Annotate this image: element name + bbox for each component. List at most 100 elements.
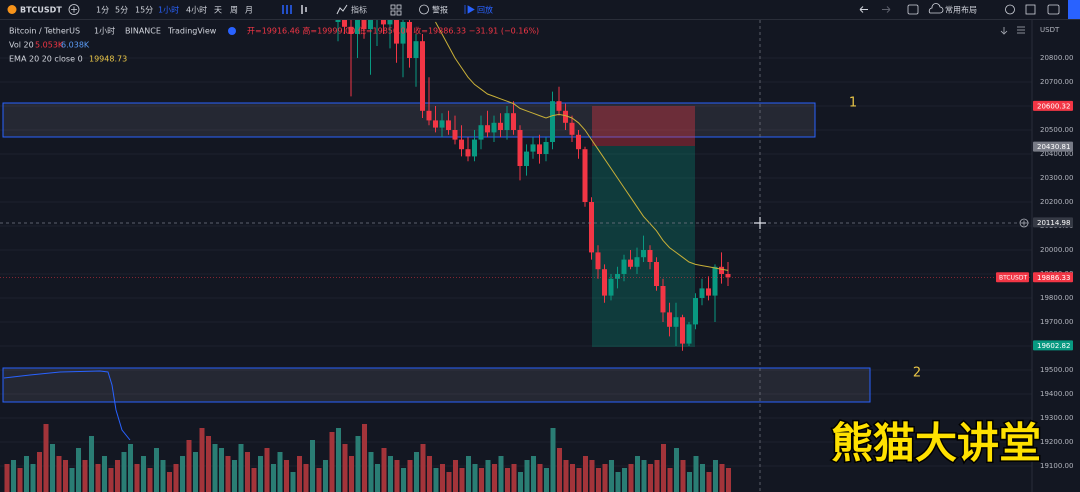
volume-bar <box>570 464 575 492</box>
legend-volume-ma: 6.038K <box>61 41 90 50</box>
stop-zone[interactable] <box>592 106 695 146</box>
y-tick-label: 19800.00 <box>1040 294 1073 302</box>
volume-bar <box>206 436 211 492</box>
fullscreen[interactable] <box>1025 4 1036 15</box>
candle-body <box>569 122 575 135</box>
chart-type[interactable] <box>282 5 292 14</box>
add-button[interactable] <box>1019 218 1029 228</box>
volume-bar <box>134 464 140 492</box>
volume-bar <box>589 460 595 492</box>
y-tick-label: 20500.00 <box>1040 126 1073 134</box>
compare-button[interactable] <box>68 4 80 15</box>
layout-button[interactable]: 常用布局 <box>945 5 977 15</box>
volume-bar <box>726 468 731 492</box>
volume-bar <box>297 456 302 492</box>
volume-bar <box>466 456 471 492</box>
candle-body <box>680 317 685 344</box>
candle-body <box>712 266 718 296</box>
volume-bar <box>498 456 504 492</box>
candle-body <box>478 125 484 140</box>
replay-button[interactable]: 回放 <box>477 5 493 15</box>
candle-body <box>589 201 594 253</box>
zone-box[interactable] <box>2 367 871 403</box>
volume-bar <box>407 460 413 492</box>
volume-bar <box>219 448 224 492</box>
redo[interactable] <box>882 6 891 13</box>
volume-bar <box>576 468 582 492</box>
icon[interactable] <box>1000 27 1008 35</box>
add-icon <box>1021 220 1027 226</box>
volume-bar <box>128 444 133 492</box>
y-tick-label: 20800.00 <box>1040 54 1073 62</box>
y-tick-label: 20000.00 <box>1040 246 1073 254</box>
volume-bar <box>193 452 198 492</box>
volume-bar <box>563 460 569 492</box>
y-tick-label: 20300.00 <box>1040 174 1073 182</box>
volume-bar <box>440 464 445 492</box>
layout-icon[interactable] <box>907 4 919 15</box>
volume-bar <box>680 460 686 492</box>
volume-bar <box>245 452 250 492</box>
interval-button[interactable]: 1小时 <box>158 5 179 15</box>
interval-button[interactable]: 4小时 <box>186 5 207 15</box>
volume-bar <box>284 460 289 492</box>
legend-ema-value: 19948.73 <box>89 55 127 64</box>
snapshot[interactable] <box>1047 4 1060 15</box>
volume-bar <box>4 464 10 492</box>
volume-bar <box>414 452 419 492</box>
candle-body <box>420 41 425 111</box>
indicators-button[interactable]: 指标 <box>351 5 367 15</box>
interval-button[interactable]: 周 <box>230 6 238 15</box>
volume-bar <box>518 472 523 492</box>
volume-bar <box>264 448 270 492</box>
intervals: 1分 5分 15分 1小时 4小时天周月 <box>96 5 253 15</box>
icon[interactable] <box>1017 26 1025 34</box>
interval-button[interactable]: 5分 <box>115 6 128 15</box>
candle-body <box>394 20 399 44</box>
candle-body <box>485 125 490 133</box>
axis-unit[interactable]: USDT <box>1040 26 1060 34</box>
zone-box[interactable] <box>2 102 816 138</box>
toolbar <box>0 0 1080 19</box>
volume-bar <box>17 468 23 492</box>
legend-ema: EMA 20 20 close 0 <box>9 55 83 64</box>
icon <box>390 10 396 16</box>
symbol[interactable]: BTCUSDT <box>20 6 62 15</box>
publish-button[interactable] <box>1068 0 1080 19</box>
candle-body <box>459 139 464 150</box>
y-tick-label: 19400.00 <box>1040 390 1073 398</box>
candle-body <box>524 151 529 166</box>
alerts-button[interactable]: 警报 <box>432 5 448 15</box>
candle-body <box>387 20 393 25</box>
volume-bar <box>641 460 647 492</box>
symbol-icon <box>7 5 17 14</box>
legend-ohlc: 开=19916.46 高=19999.00 低=19850.00 收=19886… <box>247 26 539 36</box>
candle-body <box>498 122 503 130</box>
legend-title: Bitcoin / TetherUS <box>9 27 80 36</box>
volume-bar <box>186 440 192 492</box>
candle-body <box>413 41 419 58</box>
ema-line <box>435 21 729 271</box>
interval-button[interactable]: 1分 <box>96 6 109 15</box>
volume-bar <box>453 460 458 492</box>
icon <box>71 6 77 13</box>
volume-bar <box>674 448 679 492</box>
interval-button[interactable]: 月 <box>245 6 253 15</box>
volume-bar <box>30 464 36 492</box>
candle-body <box>407 21 412 58</box>
icon[interactable] <box>390 4 396 10</box>
volume-bar <box>375 464 380 492</box>
volume-bar <box>173 464 179 492</box>
y-tick-label: 19700.00 <box>1040 318 1073 326</box>
volume-bar <box>687 472 692 492</box>
candle-body <box>465 149 471 157</box>
candle-body <box>511 113 516 130</box>
status-dot[interactable] <box>228 27 236 35</box>
undo[interactable] <box>859 6 868 13</box>
interval-button[interactable]: 天 <box>214 6 222 15</box>
chart-type[interactable] <box>301 5 307 14</box>
settings[interactable] <box>1005 4 1015 15</box>
candle-body <box>426 110 432 121</box>
interval-button[interactable]: 15分 <box>135 6 153 15</box>
